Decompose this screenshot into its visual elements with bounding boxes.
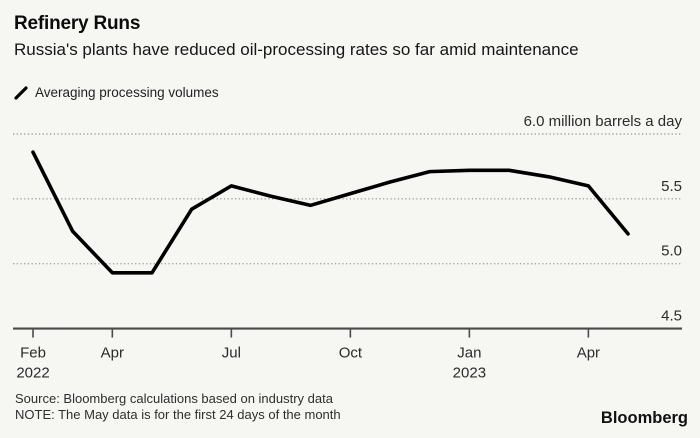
page-title: Refinery Runs (14, 13, 141, 34)
chart-subtitle: Russia's plants have reduced oil-process… (14, 40, 579, 59)
x-axis-label: Apr (577, 345, 600, 362)
data-line-processing-volumes (31, 150, 630, 275)
footnotes: Source: Bloomberg calculations based on … (15, 391, 341, 422)
data-note: NOTE: The May data is for the first 24 d… (15, 406, 341, 422)
x-axis-label: Apr (101, 345, 124, 362)
x-axis-label: Feb (20, 345, 46, 362)
bloomberg-logo: Bloomberg (600, 409, 688, 427)
x-axis-year-label: 2022 (16, 365, 49, 382)
source-note: Source: Bloomberg calculations based on … (15, 391, 333, 406)
x-axis-label: Jan (457, 345, 481, 362)
x-axis-label: Oct (339, 345, 363, 362)
y-axis-label: 6.0 million barrels a day (524, 113, 683, 130)
legend: Averaging processing volumes (14, 85, 219, 100)
y-axis-label: 4.5 (661, 308, 682, 325)
x-axis-year-label: 2023 (453, 365, 486, 382)
y-axis-label: 5.0 (661, 243, 682, 260)
legend-label: Averaging processing volumes (35, 85, 219, 100)
x-axis-label: Jul (222, 345, 241, 362)
line-series-icon (14, 85, 28, 100)
y-axis-label: 5.5 (661, 178, 682, 195)
